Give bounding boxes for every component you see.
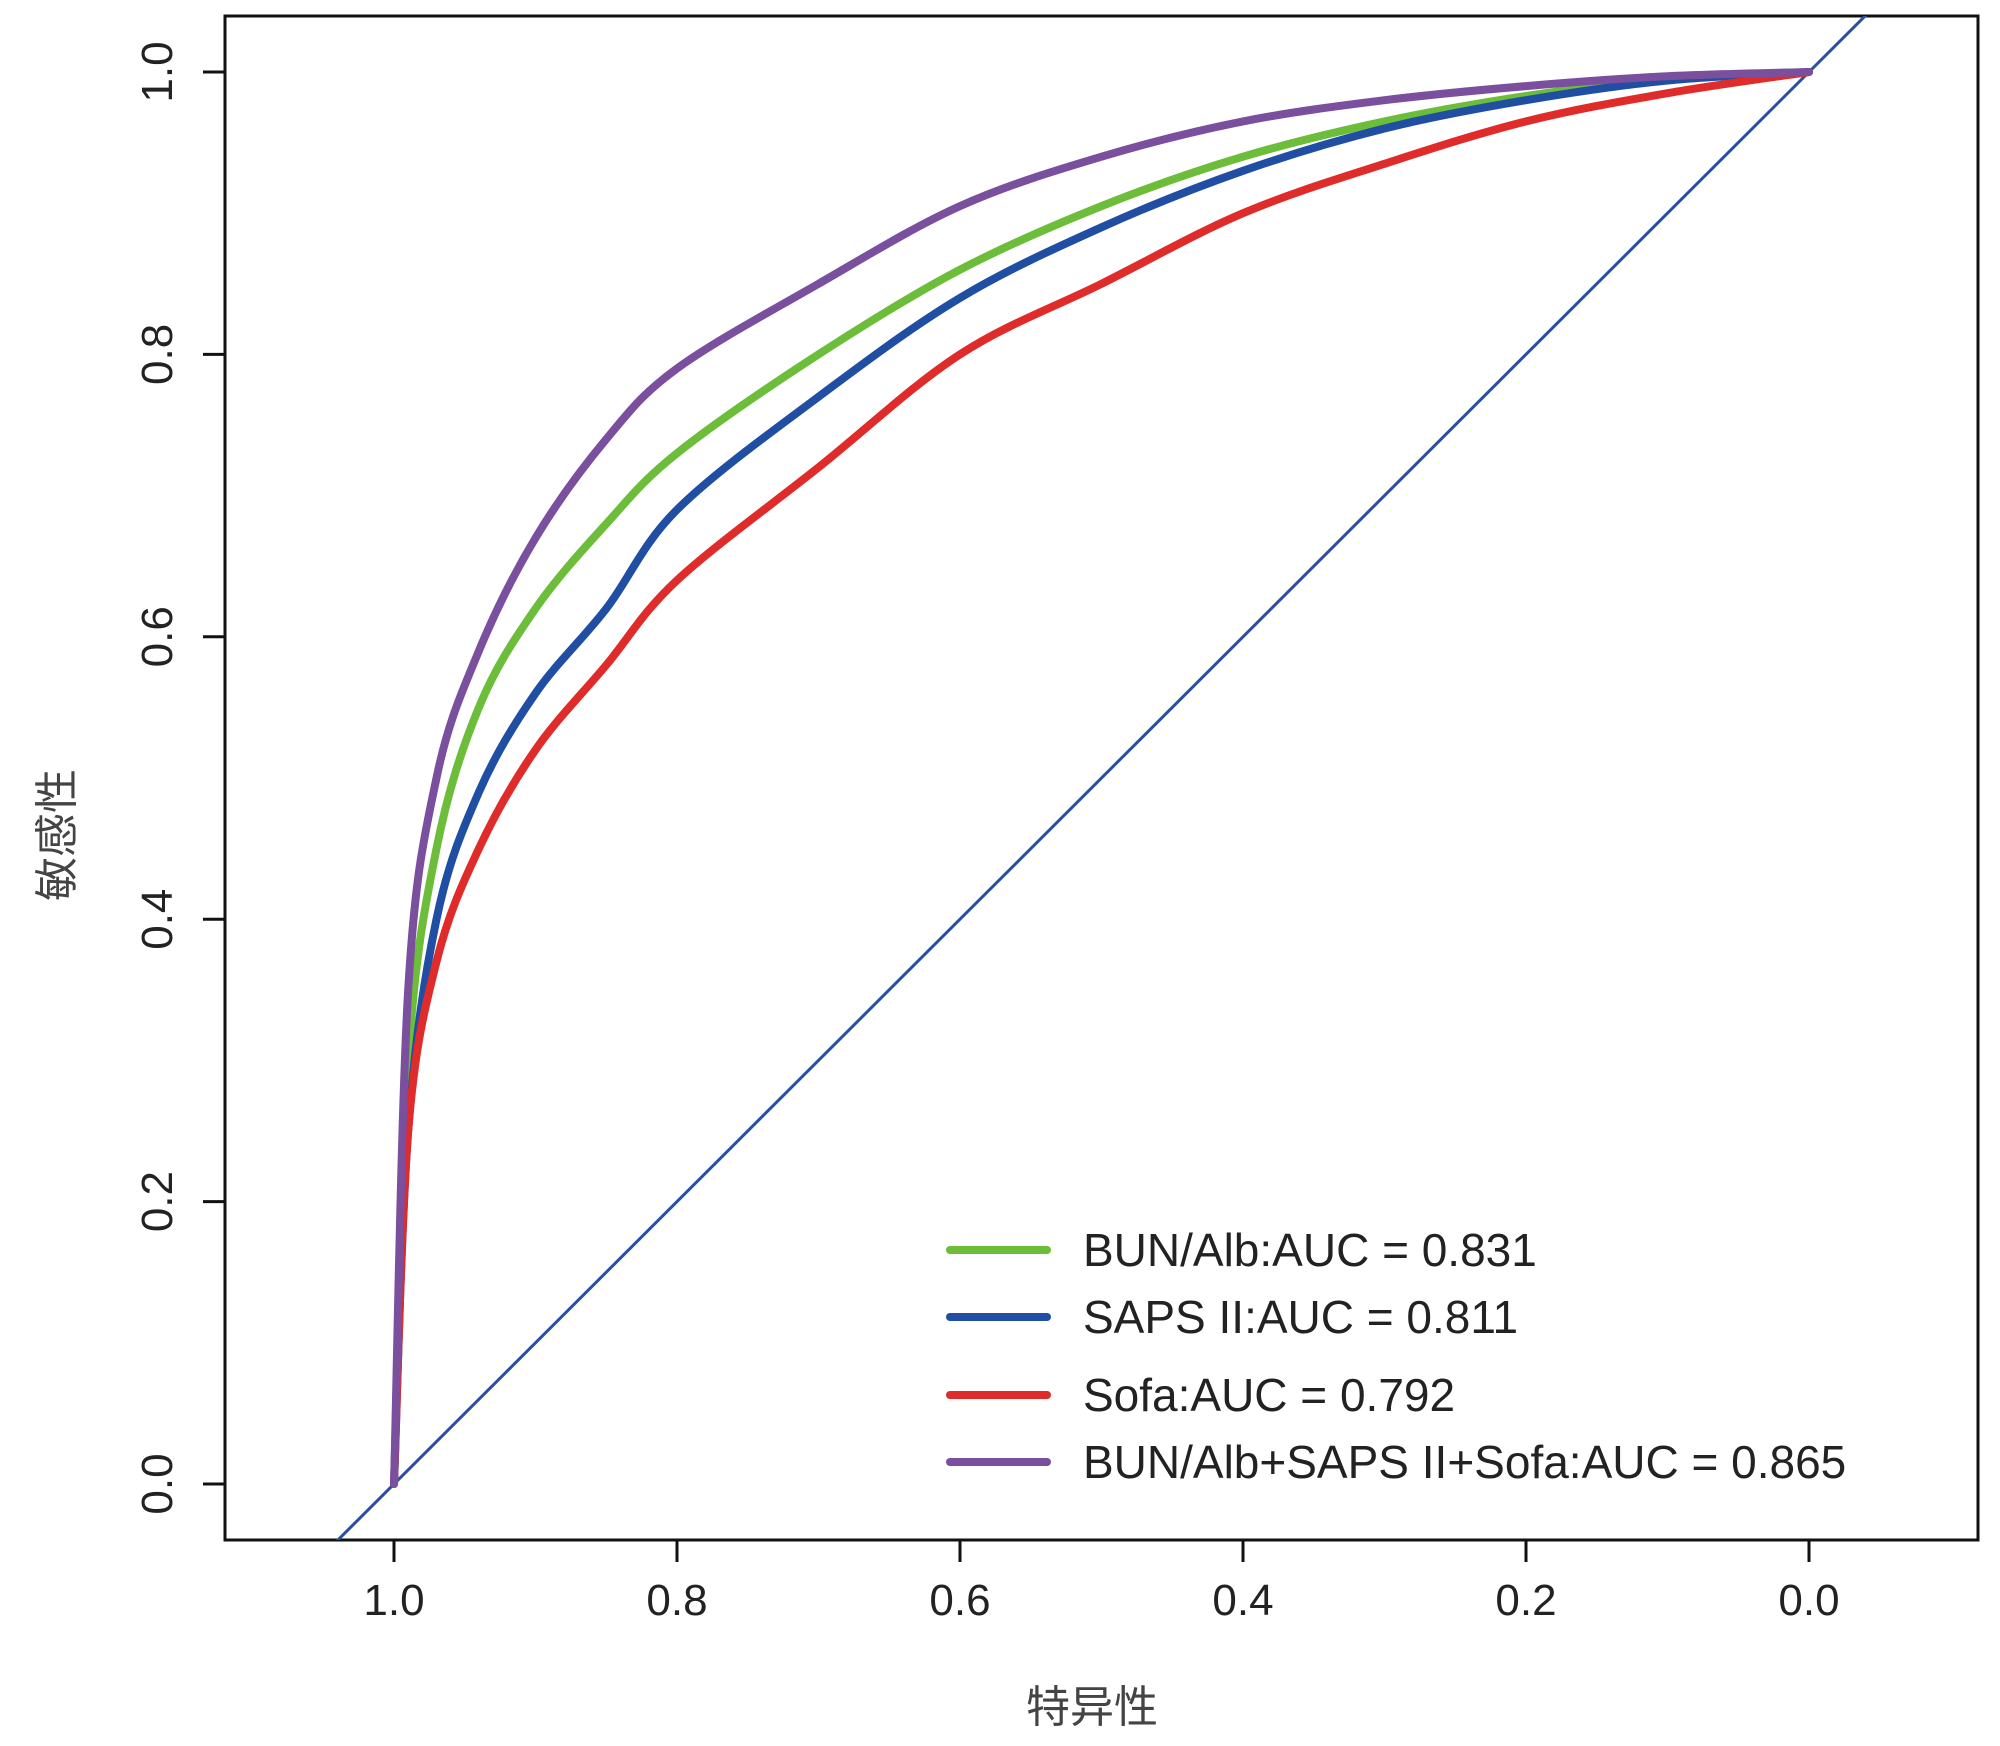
plot-frame xyxy=(223,14,1980,1542)
reference-diagonal-line xyxy=(335,16,1868,1540)
y-tick-label: 1.0 xyxy=(133,41,182,102)
series-line-3 xyxy=(390,68,1813,1488)
legend-label-2: SAPS II:AUC = 0.811 xyxy=(1083,1291,1518,1343)
series-line-2 xyxy=(390,68,1813,1488)
legend-label-4: BUN/Alb+SAPS II+Sofa:AUC = 0.865 xyxy=(1083,1436,1846,1488)
y-tick-label: 0.6 xyxy=(133,606,182,667)
y-tick-label: 0.0 xyxy=(133,1453,182,1514)
x-tick-label: 0.8 xyxy=(646,1576,707,1625)
legend: BUN/Alb:AUC = 0.831 SAPS II:AUC = 0.811 So… xyxy=(946,1224,1846,1488)
legend-label-3: Sofa:AUC = 0.792 xyxy=(1083,1369,1455,1421)
x-tick-label: 1.0 xyxy=(363,1576,424,1625)
x-tick-label: 0.0 xyxy=(1778,1576,1839,1625)
y-tick-label: 0.8 xyxy=(133,324,182,385)
x-axis-title: 特异性 xyxy=(1026,1682,1158,1733)
y-axis-title: 敏感性 xyxy=(32,769,83,901)
y-tick-label: 0.4 xyxy=(133,889,182,950)
x-tick-label: 0.2 xyxy=(1495,1576,1556,1625)
y-axis: 0.0 0.2 0.4 0.6 0.8 1.0 xyxy=(133,41,225,1515)
series-line-1 xyxy=(390,68,1813,1488)
x-axis: 1.0 0.8 0.6 0.4 0.2 0.0 xyxy=(363,1540,1840,1625)
legend-label-1: BUN/Alb:AUC = 0.831 xyxy=(1083,1224,1537,1276)
x-tick-label: 0.4 xyxy=(1212,1576,1273,1625)
y-tick-label: 0.2 xyxy=(133,1171,182,1232)
x-tick-label: 0.6 xyxy=(929,1576,990,1625)
series-layer xyxy=(390,68,1813,1488)
series-line-4 xyxy=(390,68,1813,1488)
